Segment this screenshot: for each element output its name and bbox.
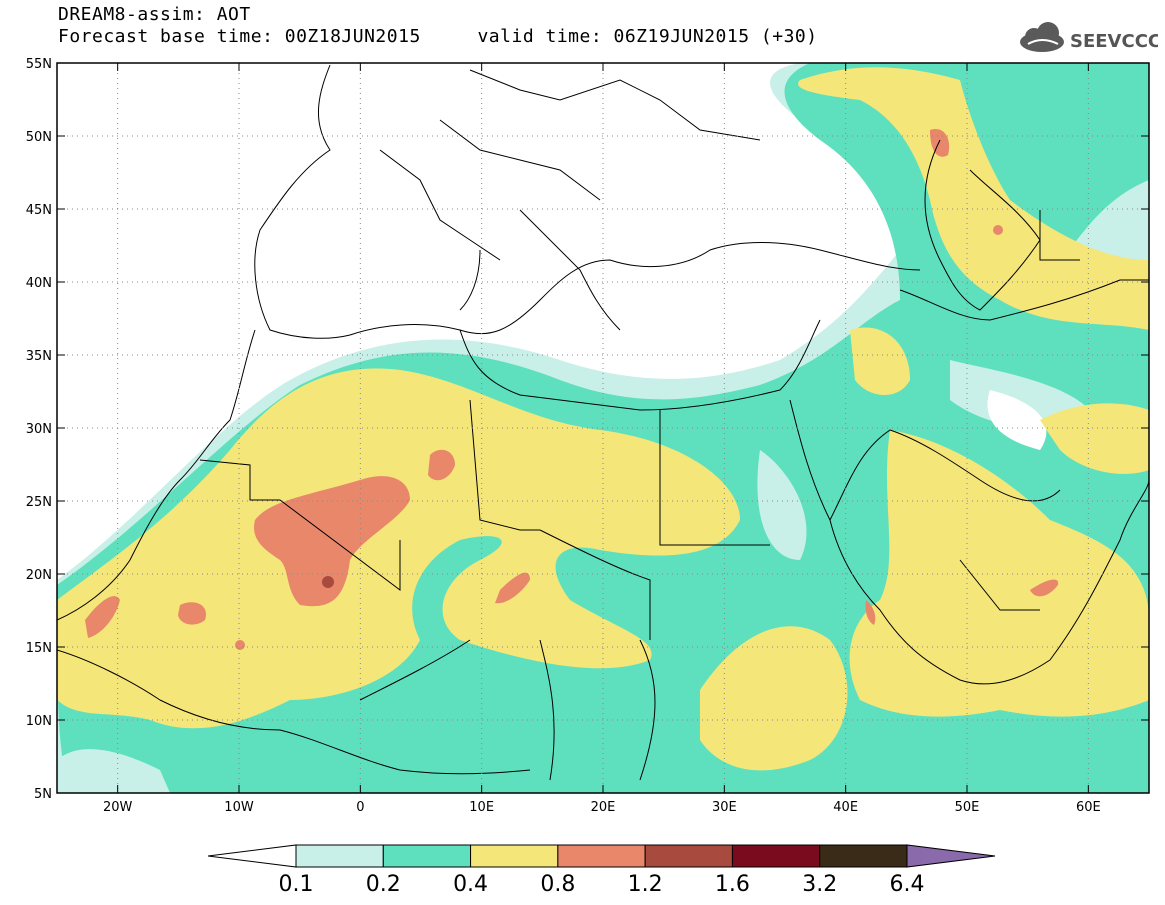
- colorbar-label: 3.2: [802, 872, 837, 897]
- seevccc-logo: SEEVCCC: [1018, 22, 1161, 58]
- colorbar-box: [470, 844, 559, 868]
- lon-tick-label: 10E: [469, 800, 494, 815]
- aot-field-0.4: [57, 368, 740, 729]
- lon-tick-label: 30E: [712, 800, 737, 815]
- colorbar-box: [819, 844, 908, 868]
- colorbar-underflow: [207, 844, 297, 868]
- colorbar-box: [295, 844, 384, 868]
- colorbar-label: 0.2: [366, 872, 401, 897]
- lat-tick-label: 35N: [26, 349, 52, 364]
- lon-tick-label: 60E: [1076, 800, 1101, 815]
- map-grid: [57, 63, 1149, 793]
- lat-tick-label: 10N: [26, 714, 52, 729]
- logo-text: SEEVCCC: [1070, 31, 1158, 52]
- lat-tick-label: 20N: [26, 568, 52, 583]
- lat-tick-label: 15N: [26, 641, 52, 656]
- colorbar-label: 1.2: [628, 872, 663, 897]
- colorbar-box: [731, 844, 821, 868]
- lon-tick-label: 20E: [591, 800, 616, 815]
- lat-tick-label: 45N: [26, 203, 52, 218]
- aot-field-0.4-north: [798, 67, 1149, 330]
- lon-tick-label: 50E: [955, 800, 980, 815]
- forecast-time-subtitle: Forecast base time: 00Z18JUN2015 valid t…: [58, 26, 818, 47]
- colorbar-label: 0.4: [453, 872, 488, 897]
- aot-field-0.1-patch: [57, 749, 170, 793]
- cloud-icon: [1020, 22, 1064, 52]
- longitude-axis: 20W 10W 0 10E 20E 30E 40E 50E 60E: [103, 63, 1101, 815]
- lon-tick-label: 0: [356, 800, 364, 815]
- lon-tick-label: 40E: [833, 800, 858, 815]
- colorbar-box: [557, 844, 646, 868]
- lon-tick-label: 10W: [224, 800, 254, 815]
- aot-field-0.4-east: [849, 430, 1149, 717]
- lat-tick-label: 5N: [34, 787, 52, 802]
- colorbar-label: 6.4: [890, 872, 925, 897]
- colorbar-overflow: [906, 844, 996, 868]
- colorbar-label: 0.8: [540, 872, 575, 897]
- colorbar-box: [382, 844, 472, 868]
- colorbar-box: [644, 844, 733, 868]
- latitude-axis: 55N 50N 45N 40N 35N 30N 25N 20N 15N 10N 5N: [26, 57, 1149, 802]
- lon-tick-label: 20W: [103, 800, 133, 815]
- aot-field-0.8: [254, 476, 410, 607]
- colorbar-label: 1.6: [715, 872, 750, 897]
- lat-tick-label: 55N: [26, 57, 52, 72]
- lat-tick-label: 25N: [26, 495, 52, 510]
- coastlines: [57, 64, 1149, 781]
- lat-tick-label: 40N: [26, 276, 52, 291]
- colorbar-label: 0.1: [279, 872, 314, 897]
- aot-colorbar: 0.1 0.2 0.4 0.8 1.2 1.6 3.2 6.4: [207, 844, 996, 897]
- lat-tick-label: 30N: [26, 422, 52, 437]
- lat-tick-label: 50N: [26, 130, 52, 145]
- map-title: DREAM8-assim: AOT: [58, 4, 251, 25]
